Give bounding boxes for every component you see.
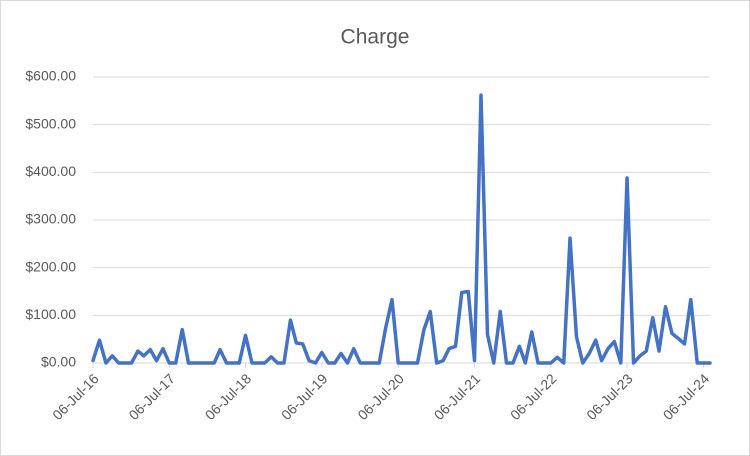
y-tick-label: $600.00 bbox=[25, 68, 76, 84]
y-tick-label: $400.00 bbox=[25, 163, 76, 179]
chart-title: Charge bbox=[341, 26, 410, 49]
y-tick-label: $0.00 bbox=[41, 354, 76, 370]
y-tick-label: $100.00 bbox=[25, 306, 76, 322]
y-tick-label: $500.00 bbox=[25, 115, 76, 131]
y-tick-label: $200.00 bbox=[25, 258, 76, 274]
data-line bbox=[91, 93, 712, 365]
y-tick-label: $300.00 bbox=[25, 211, 76, 227]
